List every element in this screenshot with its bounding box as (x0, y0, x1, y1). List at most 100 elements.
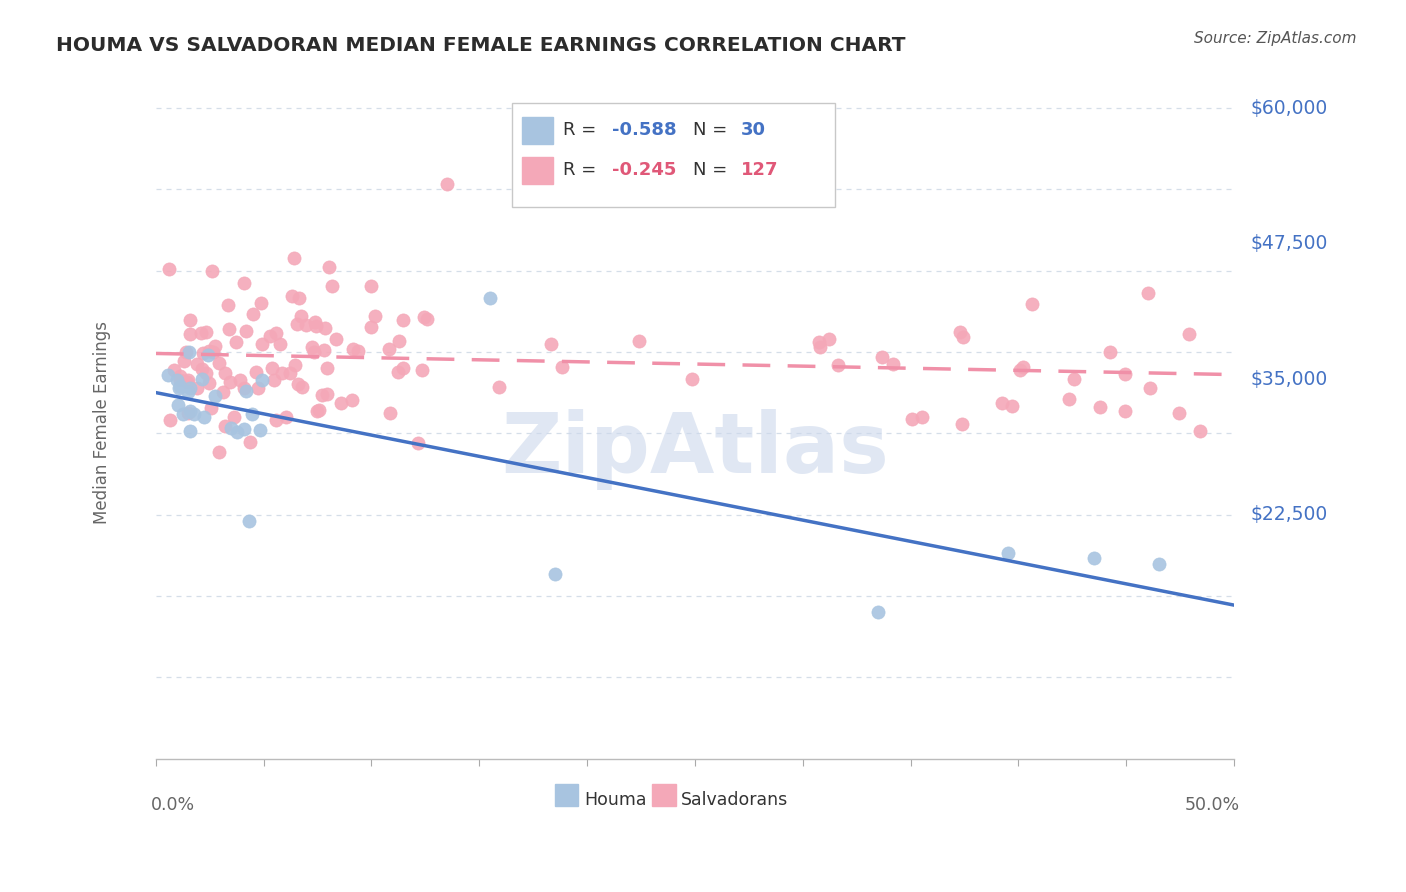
Point (159, 413, 181, 427)
Text: -0.245: -0.245 (612, 161, 676, 179)
Point (193, 409, 215, 424)
Point (479, 291, 502, 305)
Point (1001, 400, 1024, 414)
Point (211, 384, 233, 399)
Text: Salvadorans: Salvadorans (681, 791, 789, 809)
Point (900, 412, 922, 426)
Point (201, 345, 224, 359)
Point (249, 423, 271, 437)
Text: 0.0%: 0.0% (150, 796, 194, 814)
Point (219, 376, 242, 390)
Text: Houma: Houma (583, 791, 647, 809)
Point (1114, 403, 1136, 417)
Point (294, 318, 316, 333)
Point (179, 424, 201, 438)
Point (413, 310, 436, 324)
Point (179, 345, 201, 359)
Point (308, 403, 330, 417)
Point (200, 401, 222, 416)
Point (167, 381, 190, 395)
Text: ZipAtlas: ZipAtlas (501, 409, 889, 490)
Point (388, 334, 411, 348)
Point (302, 345, 325, 359)
Point (1083, 551, 1105, 566)
Point (250, 373, 273, 387)
Point (169, 373, 191, 387)
Point (1099, 344, 1122, 359)
Bar (555, 784, 578, 805)
Point (991, 396, 1014, 410)
Point (314, 321, 336, 335)
Point (179, 313, 201, 327)
Point (321, 278, 343, 293)
Point (172, 407, 194, 421)
Text: $47,500: $47,500 (1250, 234, 1327, 253)
Point (540, 337, 562, 351)
Text: 127: 127 (741, 161, 779, 179)
Point (179, 403, 201, 417)
Point (197, 343, 219, 358)
Point (238, 514, 260, 528)
Point (179, 381, 201, 395)
Point (225, 334, 247, 349)
Point (392, 313, 415, 327)
Point (416, 311, 439, 326)
Point (628, 334, 651, 348)
Point (276, 410, 298, 425)
Point (342, 342, 364, 356)
Point (174, 344, 197, 359)
Point (235, 324, 257, 338)
Point (827, 358, 849, 372)
Point (173, 353, 195, 368)
Point (1090, 400, 1112, 414)
Point (179, 327, 201, 342)
Bar (523, 117, 553, 144)
Point (190, 326, 212, 341)
Point (360, 320, 382, 334)
Point (551, 360, 574, 375)
Point (186, 381, 208, 395)
Point (807, 334, 830, 349)
Point (952, 330, 974, 344)
Point (997, 546, 1019, 560)
Point (262, 361, 284, 376)
Point (264, 326, 287, 340)
Point (242, 306, 264, 320)
Point (314, 343, 336, 357)
Point (283, 251, 305, 265)
Point (250, 337, 273, 351)
Point (169, 368, 191, 383)
Point (291, 379, 314, 393)
Bar (652, 784, 675, 805)
Point (245, 366, 267, 380)
Point (229, 373, 252, 387)
Point (378, 406, 401, 420)
Point (360, 279, 382, 293)
Point (201, 264, 224, 278)
Point (872, 350, 894, 364)
Point (1147, 557, 1170, 571)
Point (197, 348, 219, 362)
Point (225, 425, 247, 440)
Point (330, 396, 353, 410)
Point (204, 389, 226, 403)
Point (311, 387, 333, 401)
Point (406, 435, 429, 450)
Point (287, 377, 309, 392)
Point (233, 381, 256, 395)
Point (346, 343, 368, 358)
Point (271, 366, 294, 380)
Point (882, 357, 904, 371)
Point (240, 408, 263, 422)
Point (263, 373, 285, 387)
Point (183, 407, 205, 421)
Point (247, 381, 270, 395)
Point (488, 379, 510, 393)
Point (290, 309, 312, 323)
Text: $60,000: $60,000 (1250, 98, 1327, 118)
Point (166, 398, 188, 412)
Text: $22,500: $22,500 (1250, 505, 1327, 524)
Point (191, 361, 214, 376)
Point (157, 368, 180, 382)
Point (159, 262, 181, 277)
